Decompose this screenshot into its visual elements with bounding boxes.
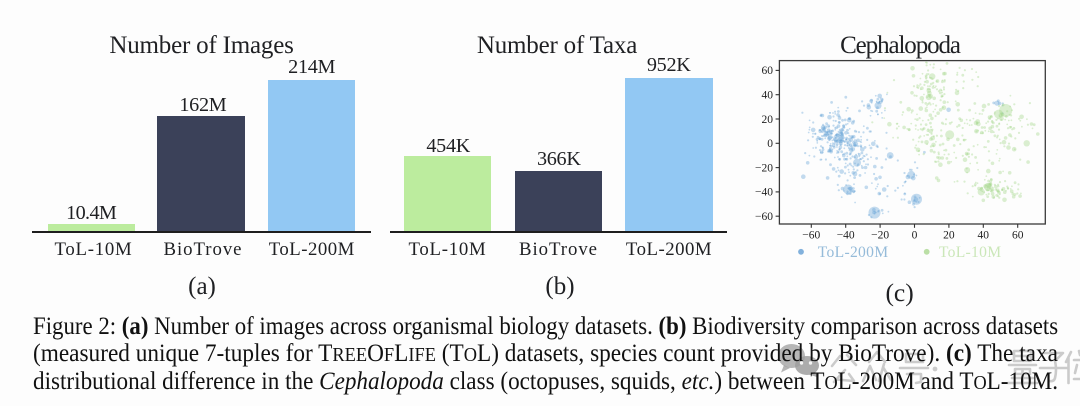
svg-text:−20: −20 — [755, 162, 773, 174]
svg-text:−60: −60 — [755, 211, 773, 223]
svg-text:0: 0 — [767, 138, 773, 150]
svg-text:−20: −20 — [871, 229, 889, 241]
svg-text:ToL-200M: ToL-200M — [818, 244, 889, 261]
svg-text:40: 40 — [978, 229, 990, 241]
svg-text:−40: −40 — [837, 229, 855, 241]
svg-text:40: 40 — [762, 90, 774, 102]
svg-text:ToL-10M: ToL-10M — [939, 244, 1002, 261]
svg-text:−60: −60 — [802, 229, 820, 241]
svg-text:20: 20 — [943, 229, 955, 241]
svg-text:60: 60 — [762, 65, 774, 77]
svg-text:−40: −40 — [755, 187, 773, 199]
svg-text:60: 60 — [1012, 229, 1024, 241]
svg-text:0: 0 — [912, 229, 918, 241]
svg-text:20: 20 — [762, 114, 774, 126]
